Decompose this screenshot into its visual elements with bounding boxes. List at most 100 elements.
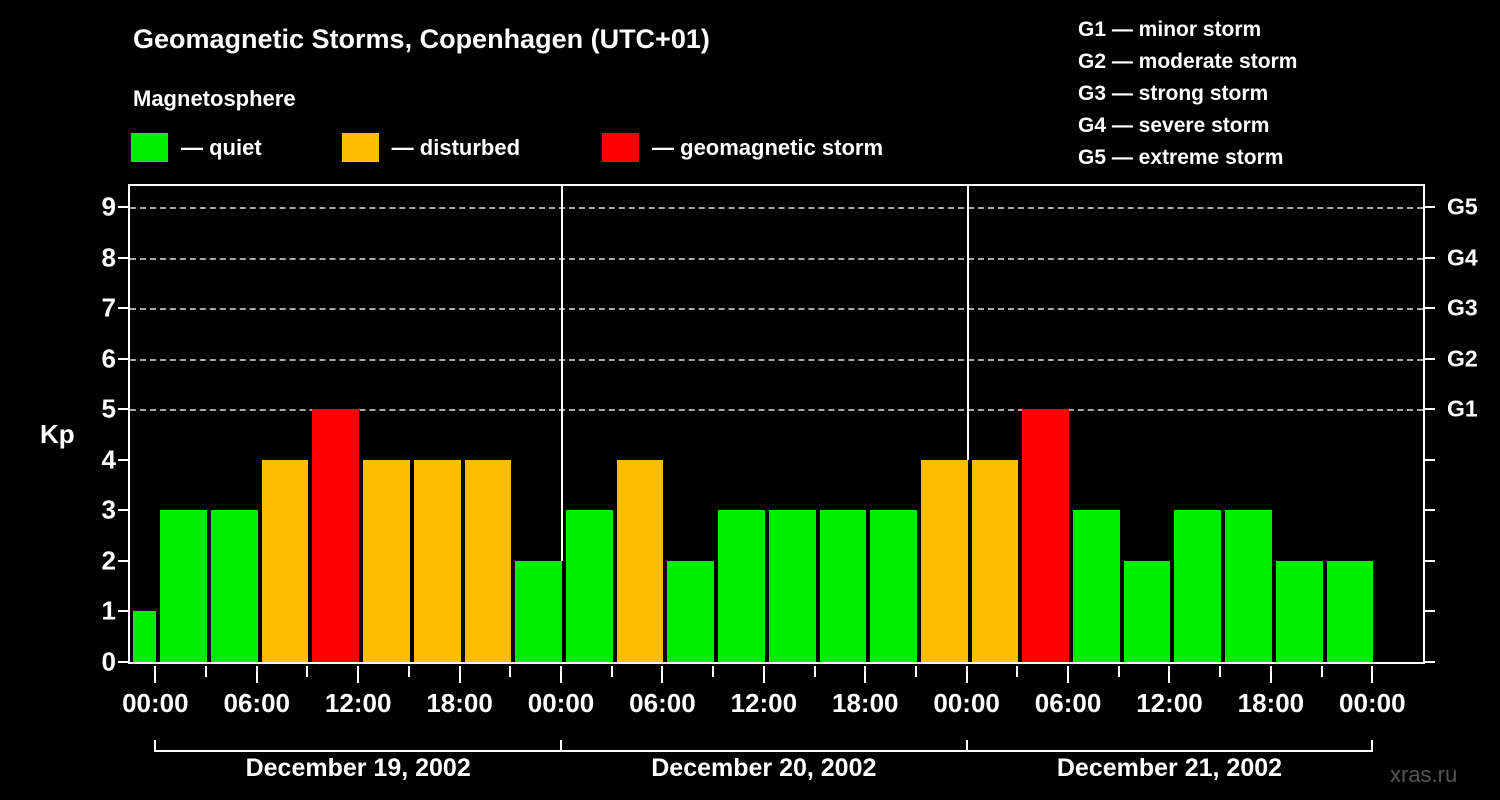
bar <box>920 459 968 662</box>
date-label-2: December 20, 2002 <box>651 754 877 782</box>
x-tick-label-3: 18:00 <box>426 688 493 718</box>
x-tick-mark-20 <box>1168 666 1171 683</box>
x-tick-label-5: 06:00 <box>629 688 696 718</box>
bar <box>133 611 157 662</box>
x-tick-label-11: 18:00 <box>1237 688 1305 718</box>
y-tick-mark-3 <box>118 509 128 512</box>
date-bracket-1 <box>154 740 562 752</box>
legend-label-disturbed: — disturbed <box>391 134 521 160</box>
y-tick-mark-5 <box>118 408 128 411</box>
x-tick-mark-4 <box>357 666 360 683</box>
x-tick-mark-23 <box>1320 666 1323 677</box>
legend-swatch-storm <box>602 133 640 162</box>
y-tick-mark-right-0 <box>1425 661 1435 663</box>
y-tick-mark-right-3 <box>1425 509 1435 512</box>
date-bracket-2 <box>560 740 968 752</box>
plot-frame <box>128 184 1425 664</box>
date-label-3: December 21, 2002 <box>1056 754 1283 782</box>
x-tick-label-10: 12:00 <box>1136 688 1203 718</box>
y-tick-mark-right-8 <box>1425 256 1435 259</box>
bar <box>363 459 410 662</box>
bar <box>464 459 512 662</box>
y-tick-label-7: 7 <box>101 292 116 323</box>
bar <box>1275 560 1323 662</box>
plot-area <box>130 186 1423 662</box>
bar <box>616 459 664 662</box>
bar-series <box>130 186 1423 662</box>
y-tick-label-9: 9 <box>101 191 116 222</box>
y-tick-mark-0 <box>118 661 128 663</box>
g-legend-row-5: G5 — extreme storm <box>1078 146 1284 169</box>
bar <box>1326 560 1374 662</box>
g-axis-label-G4: G4 <box>1447 244 1478 271</box>
g-legend-row-3: G3 — strong storm <box>1078 82 1269 105</box>
gridline-kp-7 <box>130 308 1423 311</box>
bar <box>971 459 1019 662</box>
bar <box>413 459 461 662</box>
y-tick-mark-right-6 <box>1425 357 1435 360</box>
x-tick-label-1: 06:00 <box>223 688 291 718</box>
x-tick-mark-13 <box>813 666 816 677</box>
y-tick-mark-right-1 <box>1425 610 1435 613</box>
x-tick-mark-18 <box>1067 666 1070 683</box>
bar <box>1073 510 1120 662</box>
legend-swatch-disturbed <box>341 133 379 162</box>
y-tick-label-5: 5 <box>101 393 116 424</box>
g-axis-label-G1: G1 <box>1447 395 1478 422</box>
legend-label-storm: — geomagnetic storm <box>652 134 884 160</box>
y-tick-mark-6 <box>118 357 128 360</box>
x-tick-mark-22 <box>1269 666 1272 683</box>
y-tick-label-2: 2 <box>101 545 116 576</box>
x-tick-mark-2 <box>255 666 258 683</box>
y-tick-mark-1 <box>118 610 128 613</box>
bar <box>718 510 765 662</box>
g-axis-label-G5: G5 <box>1447 193 1478 220</box>
x-tick-mark-12 <box>762 666 765 683</box>
g-axis-label-G3: G3 <box>1447 294 1478 321</box>
y-tick-mark-right-5 <box>1425 408 1435 411</box>
gridline-kp-9 <box>130 207 1423 210</box>
x-tick-mark-3 <box>306 666 309 677</box>
x-tick-mark-0 <box>154 666 157 683</box>
x-tick-label-12: 00:00 <box>1339 688 1406 718</box>
x-tick-mark-24 <box>1371 666 1374 683</box>
date-label-1: December 19, 2002 <box>245 754 471 782</box>
x-tick-mark-10 <box>661 666 664 683</box>
bar <box>261 459 309 662</box>
y-tick-mark-8 <box>118 256 128 259</box>
g-scale-legend: G1 — minor storm G2 — moderate storm G3 — … <box>1078 14 1297 174</box>
gridline-kp-6 <box>130 358 1423 361</box>
y-tick-mark-2 <box>118 559 128 562</box>
x-tick-mark-14 <box>864 666 867 683</box>
gridline-kp-8 <box>130 257 1423 260</box>
x-tick-label-2: 12:00 <box>324 688 392 718</box>
x-tick-mark-16 <box>965 666 968 683</box>
g-axis-label-G2: G2 <box>1447 345 1478 372</box>
x-tick-label-6: 12:00 <box>730 688 798 718</box>
date-bracket-3 <box>965 740 1374 752</box>
y-tick-label-3: 3 <box>101 494 116 525</box>
x-tick-label-7: 18:00 <box>831 688 899 718</box>
legend-label-quiet: — quiet <box>181 134 262 160</box>
g-legend-row-2: G2 — moderate storm <box>1078 50 1298 73</box>
bar <box>819 510 867 662</box>
y-tick-mark-right-2 <box>1425 559 1435 562</box>
x-tick-label-4: 00:00 <box>527 688 595 718</box>
x-tick-mark-7 <box>509 666 512 677</box>
bar <box>1123 560 1171 662</box>
y-tick-label-1: 1 <box>101 595 116 626</box>
y-tick-mark-right-7 <box>1425 307 1435 310</box>
y-tick-label-8: 8 <box>101 242 116 273</box>
x-tick-label-9: 06:00 <box>1034 688 1102 718</box>
g-legend-row-4: G4 — severe storm <box>1078 114 1270 137</box>
y-tick-label-4: 4 <box>101 444 116 475</box>
bar <box>211 510 258 662</box>
magnetosphere-label: Magnetosphere <box>133 86 296 111</box>
day-separator-1 <box>561 186 563 561</box>
bar <box>1174 510 1222 662</box>
watermark: xras.ru <box>1390 762 1458 787</box>
y-axis-label: Kp <box>40 419 75 450</box>
legend-swatch-quiet <box>131 133 168 162</box>
bar <box>1225 510 1272 662</box>
y-tick-mark-right-9 <box>1425 206 1435 209</box>
